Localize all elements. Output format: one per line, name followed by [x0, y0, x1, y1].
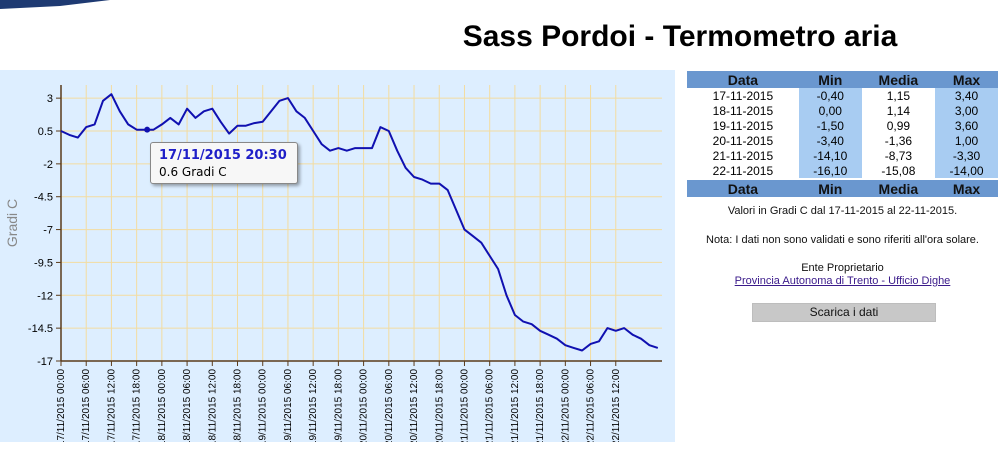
x-tick-label: 19/11/2015 06:00	[283, 369, 294, 442]
cell-date: 21-11-2015	[687, 148, 799, 163]
x-tick-label: 18/11/2015 00:00	[157, 369, 168, 442]
x-tick-label: 18/11/2015 18:00	[233, 369, 244, 442]
x-tick-label: 17/11/2015 18:00	[132, 369, 143, 442]
cell-max: -3,30	[935, 148, 998, 163]
cell-max: 1,00	[935, 133, 998, 148]
download-data-button[interactable]: Scarica i dati	[752, 303, 936, 322]
footer-mean: Media	[861, 178, 936, 197]
chart-svg: 17/11/2015 00:00 17/11/2015 06:00 17/11/20…	[4, 85, 662, 442]
header-decoration	[0, 0, 110, 9]
units-note: Valori in Gradi C dal 17-11-2015 al 22-1…	[727, 205, 958, 217]
header-min: Min	[798, 71, 862, 88]
table-row: 18-11-2015 0,00 1,14 3,00	[687, 103, 998, 118]
temperature-chart[interactable]: 17/11/2015 00:00 17/11/2015 06:00 17/11/20…	[0, 70, 675, 442]
chart-tooltip: 17/11/2015 20:30 0.6 Gradi C	[150, 142, 298, 184]
x-tick-label: 22/11/2015 12:00	[611, 369, 622, 442]
x-tick-label: 20/11/2015 12:00	[409, 369, 420, 442]
hover-point	[144, 126, 151, 133]
cell-date: 20-11-2015	[687, 133, 799, 148]
cell-min: -14,10	[798, 148, 862, 163]
cell-min: -0,40	[798, 88, 862, 103]
y-tick-label: -9.5	[34, 257, 53, 269]
x-tick-label: 21/11/2015 00:00	[459, 369, 470, 442]
header-max: Max	[935, 71, 998, 88]
x-tick-label: 20/11/2015 18:00	[434, 369, 445, 442]
cell-max: 3,00	[935, 103, 998, 118]
cell-max: 3,60	[935, 118, 998, 133]
y-tick-label: 0.5	[38, 126, 53, 138]
x-tick-label: 21/11/2015 06:00	[485, 369, 496, 442]
footer-min: Min	[798, 178, 862, 197]
cell-mean: -1,36	[861, 133, 936, 148]
temperature-series-line	[60, 93, 659, 352]
page-title: Sass Pordoi - Termometro aria	[462, 20, 898, 53]
x-tick-label: 19/11/2015 18:00	[333, 369, 344, 442]
y-tick-label: -17	[37, 356, 53, 368]
footer-max: Max	[935, 178, 998, 197]
table-body: 17-11-2015 -0,40 1,15 3,40 18-11-2015 0,00 1,1…	[687, 88, 998, 179]
cell-date: 19-11-2015	[687, 118, 799, 133]
y-axis-label: Gradi C	[4, 199, 20, 247]
cell-date: 22-11-2015	[687, 163, 799, 179]
tooltip-title: 17/11/2015 20:30	[159, 148, 287, 163]
tooltip-value: 0.6 Gradi C	[159, 165, 227, 179]
x-tick-label: 22/11/2015 00:00	[560, 369, 571, 442]
x-tick-label: 20/11/2015 06:00	[384, 369, 395, 442]
x-tick-label: 19/11/2015 00:00	[258, 369, 269, 442]
y-tick-label: -12	[37, 290, 53, 302]
y-tick-label: -7	[43, 225, 53, 237]
y-tick-label: -2	[43, 159, 53, 171]
y-tick-label: 3	[47, 93, 53, 105]
x-tick-label: 17/11/2015 00:00	[56, 369, 67, 442]
cell-max: -14,00	[935, 163, 998, 179]
y-tick-label: -14.5	[28, 323, 53, 335]
table-row: 19-11-2015 -1,50 0,99 3,60	[687, 118, 998, 133]
x-tick-label: 18/11/2015 12:00	[207, 369, 218, 442]
x-tick-label: 18/11/2015 06:00	[182, 369, 193, 442]
cell-mean: -15,08	[861, 163, 936, 179]
cell-max: 3,40	[935, 88, 998, 103]
x-tick-label: 21/11/2015 12:00	[510, 369, 521, 442]
x-tick-label: 17/11/2015 06:00	[81, 369, 92, 442]
cell-min: -3,40	[798, 133, 862, 148]
footer-date: Data	[687, 178, 799, 197]
x-tick-label: 17/11/2015 12:00	[106, 369, 117, 442]
table-footer-row: Data Min Media Max	[687, 178, 998, 197]
cell-mean: 1,15	[861, 88, 936, 103]
cell-mean: 1,14	[861, 103, 936, 118]
table-row: 17-11-2015 -0,40 1,15 3,40	[687, 88, 998, 103]
x-tick-label: 19/11/2015 12:00	[308, 369, 319, 442]
owner-label: Ente Proprietario	[801, 262, 884, 274]
table-row: 22-11-2015 -16,10 -15,08 -14,00	[687, 163, 998, 179]
cell-mean: -8,73	[861, 148, 936, 163]
table-row: 21-11-2015 -14,10 -8,73 -3,30	[687, 148, 998, 163]
header-date: Data	[687, 71, 799, 88]
cell-mean: 0,99	[861, 118, 936, 133]
header-mean: Media	[861, 71, 936, 88]
validation-note: Nota: I dati non sono validati e sono ri…	[706, 234, 979, 246]
cell-min: 0,00	[798, 103, 862, 118]
x-tick-label: 21/11/2015 18:00	[535, 369, 546, 442]
x-tick-label: 22/11/2015 06:00	[586, 369, 597, 442]
cell-date: 17-11-2015	[687, 88, 799, 103]
owner-link[interactable]: Provincia Autonoma di Trento - Ufficio D…	[734, 275, 951, 287]
cell-min: -16,10	[798, 163, 862, 179]
table-header-row: Data Min Media Max	[687, 71, 998, 88]
cell-date: 18-11-2015	[687, 103, 799, 118]
y-tick-label: -4.5	[34, 192, 53, 204]
x-tick-label: 20/11/2015 00:00	[359, 369, 370, 442]
table-row: 20-11-2015 -3,40 -1,36 1,00	[687, 133, 998, 148]
cell-min: -1,50	[798, 118, 862, 133]
daily-stats-table: Data Min Media Max 17-11-2015 -0,40 1,15 3,…	[687, 71, 998, 197]
